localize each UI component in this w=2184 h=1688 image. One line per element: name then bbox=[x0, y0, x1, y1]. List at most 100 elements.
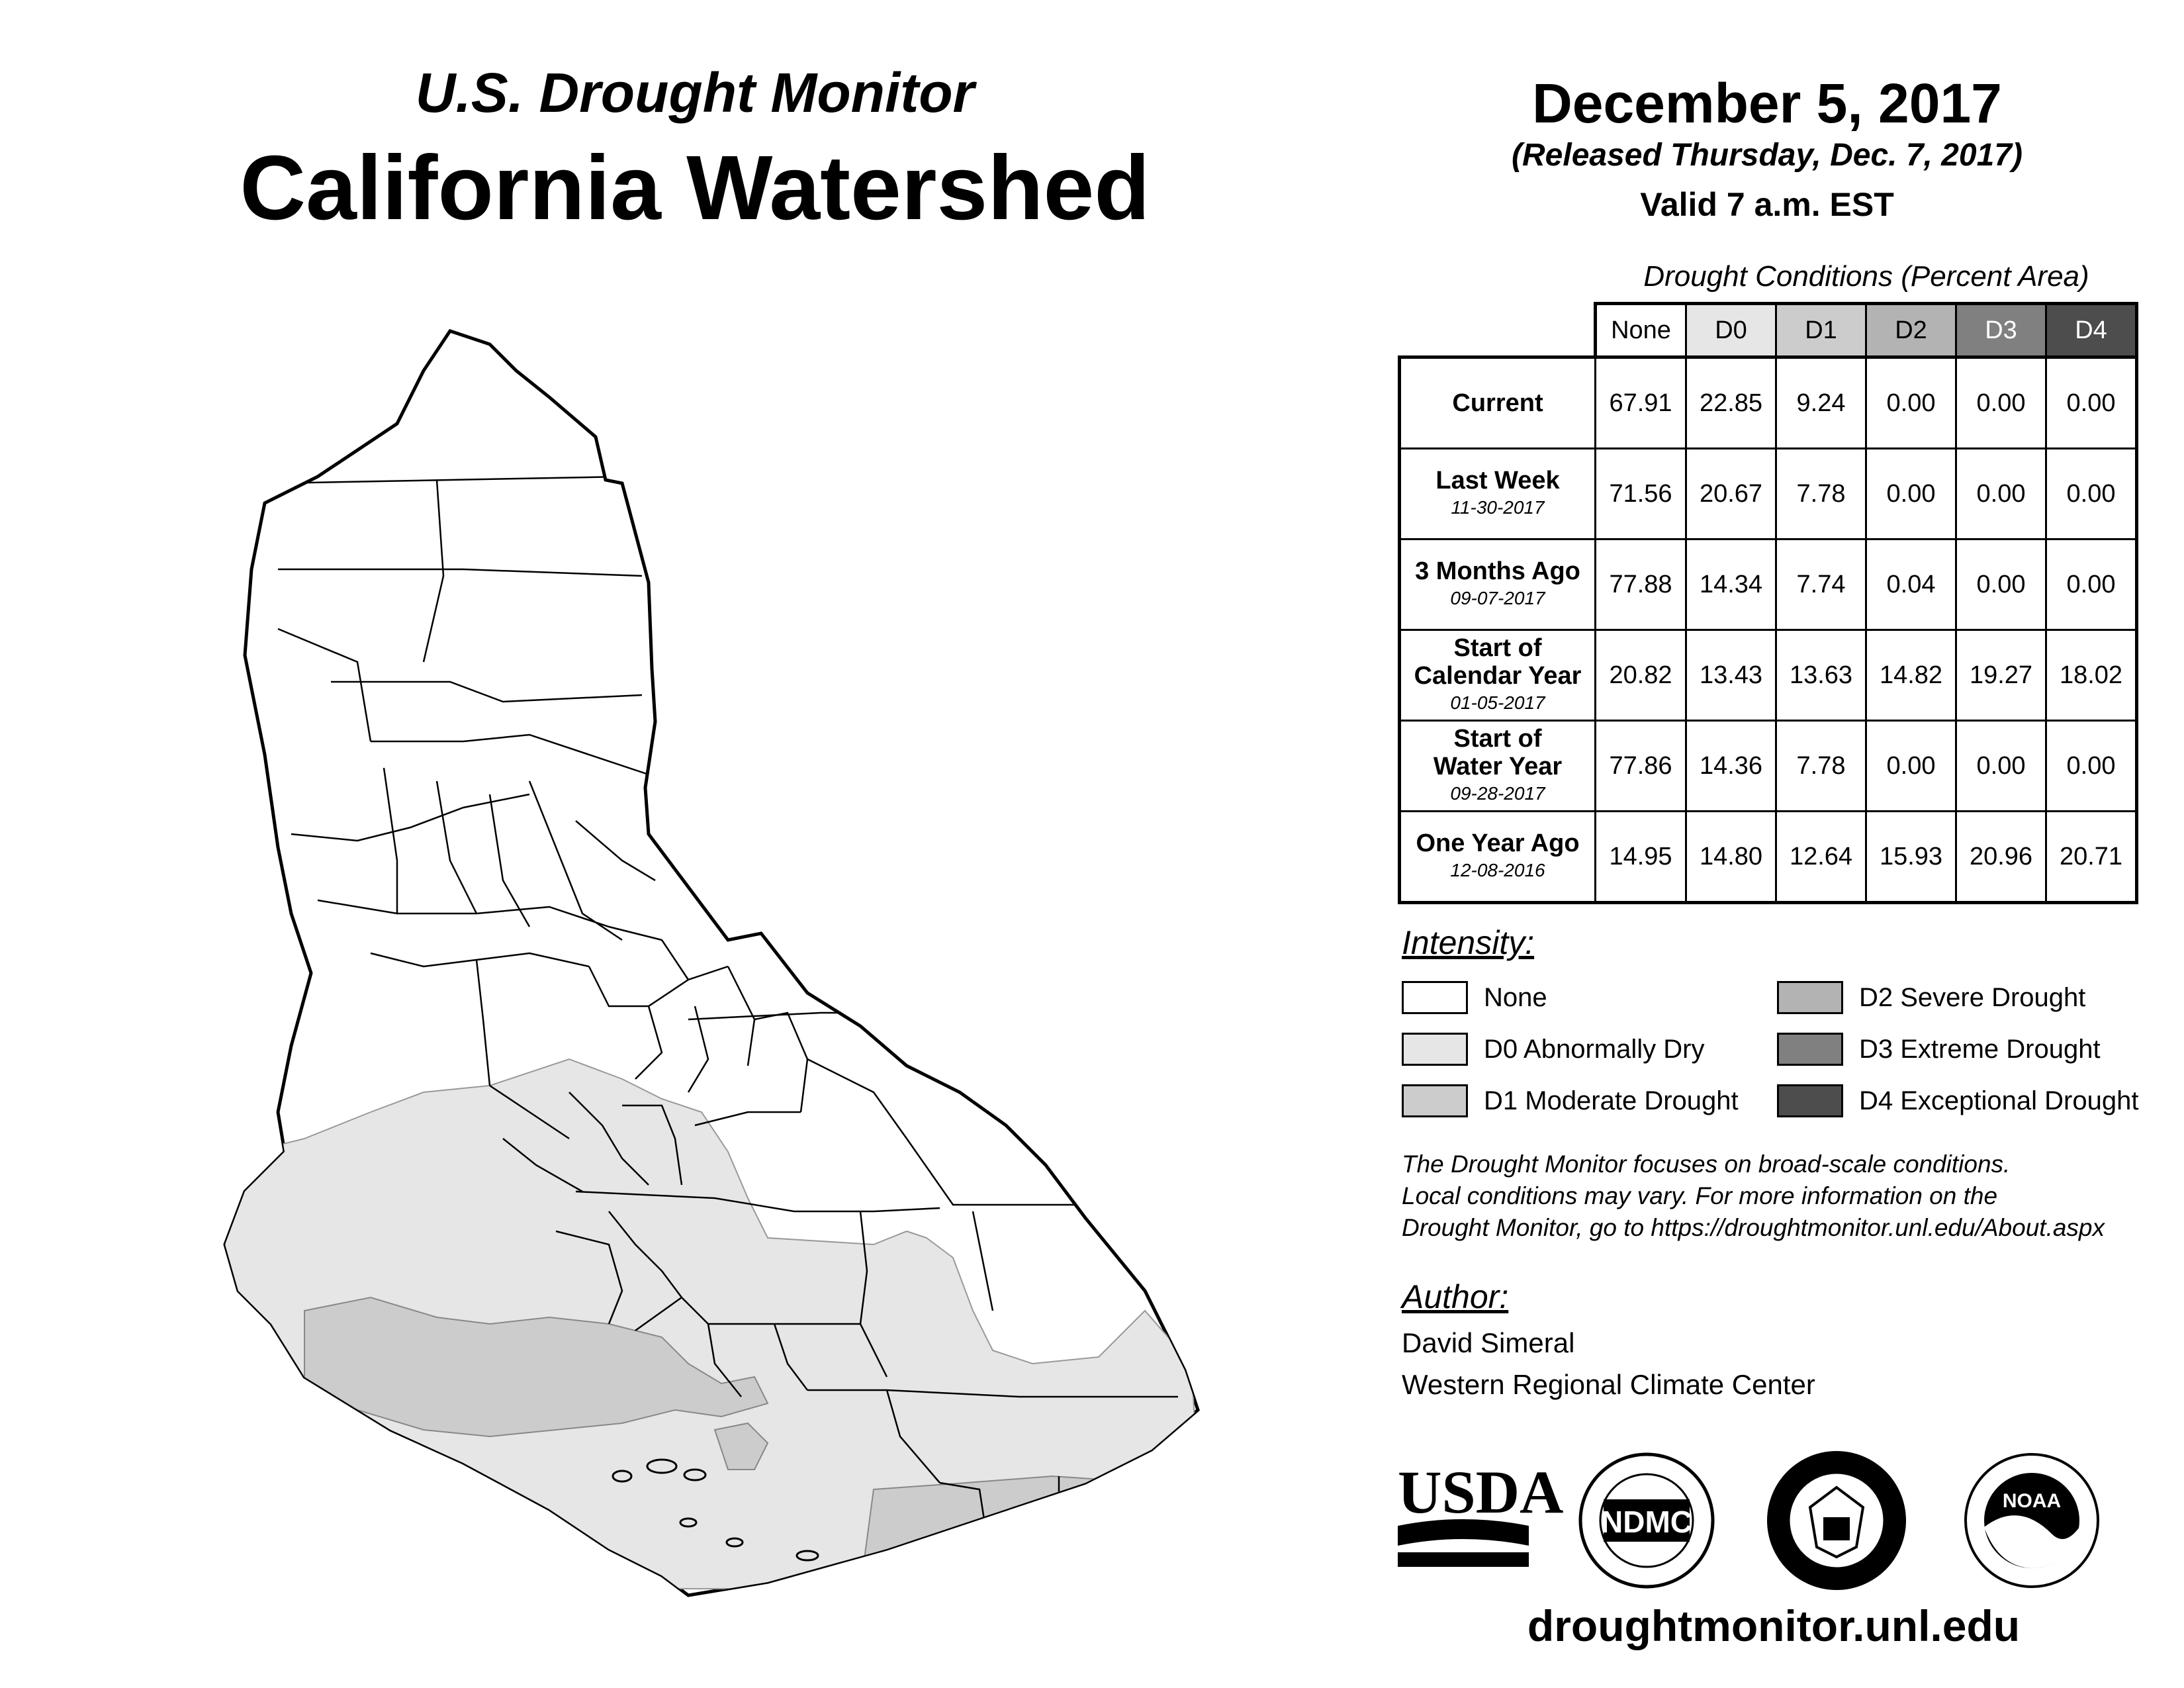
table-row: Start of Calendar Year 01-05-2017 20.82 … bbox=[1398, 629, 2138, 722]
ndmc-logo: NDMC bbox=[1578, 1452, 1715, 1589]
row-label-text: One Year Ago bbox=[1416, 829, 1580, 857]
drought-conditions-table: None D0 D1 D2 D3 D4 Current 67.91 22.85 … bbox=[1398, 302, 2138, 904]
valid-time: Valid 7 a.m. EST bbox=[1640, 186, 1894, 223]
row-label: Last Week 11-30-2017 bbox=[1398, 447, 1596, 540]
legend-swatch bbox=[1777, 1033, 1843, 1066]
noaa-logo: NOAA bbox=[1964, 1453, 2099, 1588]
row-date: 11-30-2017 bbox=[1451, 497, 1545, 518]
legend-swatch bbox=[1402, 981, 1468, 1014]
d1-moderate-drought-area-south bbox=[859, 1475, 1198, 1589]
row-label: Current bbox=[1398, 355, 1596, 449]
website-url: droughtmonitor.unl.edu bbox=[1527, 1601, 2021, 1650]
row-label-text-2: Calendar Year bbox=[1414, 662, 1582, 690]
table-row: 3 Months Ago 09-07-2017 77.88 14.34 7.74… bbox=[1398, 538, 2138, 631]
table-row: One Year Ago 12-08-2016 14.95 14.80 12.6… bbox=[1398, 810, 2138, 904]
legend-swatch bbox=[1777, 1084, 1843, 1117]
legend-swatch bbox=[1402, 1084, 1468, 1117]
row-label-text: Current bbox=[1452, 389, 1543, 417]
cell-d1: 7.78 bbox=[1775, 447, 1867, 540]
legend-item-d2: D2 Severe Drought bbox=[1777, 980, 2085, 1015]
legend-heading: Intensity: bbox=[1402, 924, 1535, 961]
col-header-d4: D4 bbox=[2045, 302, 2138, 358]
cell-d3: 0.00 bbox=[1955, 355, 2047, 449]
cell-d1: 7.74 bbox=[1775, 538, 1867, 631]
col-header-d3: D3 bbox=[1955, 302, 2047, 358]
cell-d4: 0.00 bbox=[2045, 720, 2138, 812]
col-header-d0: D0 bbox=[1685, 302, 1777, 358]
cell-none: 20.82 bbox=[1594, 629, 1687, 722]
table-row: Current 67.91 22.85 9.24 0.00 0.00 0.00 bbox=[1398, 355, 2138, 449]
disclaimer-line: Drought Monitor, go to https://droughtmo… bbox=[1402, 1214, 2105, 1241]
legend-item-d4: D4 Exceptional Drought bbox=[1777, 1083, 2138, 1119]
cell-d0: 14.34 bbox=[1685, 538, 1777, 631]
watershed-boundaries bbox=[277, 475, 1178, 1582]
cell-d2: 15.93 bbox=[1865, 810, 1957, 904]
row-label: Start of Calendar Year 01-05-2017 bbox=[1398, 629, 1596, 722]
cell-none: 77.88 bbox=[1594, 538, 1687, 631]
table-corner bbox=[1399, 303, 1596, 359]
cell-d1: 12.64 bbox=[1775, 810, 1867, 904]
table-row: Start of Water Year 09-28-2017 77.86 14.… bbox=[1398, 720, 2138, 812]
partner-logos: USDA NDMC NOAA bbox=[1398, 1451, 2099, 1590]
row-date: 09-07-2017 bbox=[1450, 588, 1545, 608]
disclaimer-text: The Drought Monitor focuses on broad-sca… bbox=[1402, 1149, 2163, 1244]
row-label-text: Start of bbox=[1453, 634, 1542, 662]
cell-d2: 14.82 bbox=[1865, 629, 1957, 722]
cell-d0: 14.80 bbox=[1685, 810, 1777, 904]
legend-label: D0 Abnormally Dry bbox=[1484, 1034, 1705, 1064]
d1-moderate-drought-area bbox=[304, 1296, 769, 1438]
cell-d3: 0.00 bbox=[1955, 538, 2047, 631]
legend-item-d0: D0 Abnormally Dry bbox=[1402, 1031, 1704, 1067]
row-label-text: Last Week bbox=[1435, 467, 1560, 494]
disclaimer-line: Local conditions may vary. For more info… bbox=[1402, 1182, 1998, 1209]
cell-d2: 0.04 bbox=[1865, 538, 1957, 631]
cell-none: 67.91 bbox=[1594, 355, 1687, 449]
cell-d0: 13.43 bbox=[1685, 629, 1777, 722]
col-header-none: None bbox=[1594, 302, 1687, 358]
california-watershed-map bbox=[223, 329, 1200, 1597]
legend-label: D4 Exceptional Drought bbox=[1859, 1086, 2139, 1115]
cell-d2: 0.00 bbox=[1865, 447, 1957, 540]
map-date: December 5, 2017 bbox=[1532, 72, 2002, 134]
usda-logo: USDA bbox=[1398, 1458, 1563, 1567]
ndmc-logo-text: NDMC bbox=[1601, 1505, 1692, 1539]
legend-label: D3 Extreme Drought bbox=[1859, 1034, 2101, 1064]
row-date: 01-05-2017 bbox=[1450, 692, 1545, 713]
channel-islands bbox=[612, 1458, 819, 1562]
cell-d3: 0.00 bbox=[1955, 720, 2047, 812]
d1-moderate-drought-area-coast bbox=[713, 1422, 769, 1470]
legend-label: D2 Severe Drought bbox=[1859, 982, 2086, 1012]
department-of-commerce-seal bbox=[1767, 1451, 1906, 1590]
legend-item-d3: D3 Extreme Drought bbox=[1777, 1031, 2101, 1067]
cell-none: 77.86 bbox=[1594, 720, 1687, 812]
row-label: Start of Water Year 09-28-2017 bbox=[1398, 720, 1596, 812]
author-heading: Author: bbox=[1402, 1278, 1509, 1315]
legend-item-none: None bbox=[1402, 980, 1547, 1015]
author-org: Western Regional Climate Center bbox=[1402, 1369, 1815, 1400]
row-label-text-2: Water Year bbox=[1433, 753, 1563, 780]
table-caption: Drought Conditions (Percent Area) bbox=[1643, 260, 2089, 293]
legend-swatch bbox=[1402, 1033, 1468, 1066]
cell-d4: 18.02 bbox=[2045, 629, 2138, 722]
release-date: (Released Thursday, Dec. 7, 2017) bbox=[1512, 138, 2023, 173]
legend-item-d1: D1 Moderate Drought bbox=[1402, 1083, 1739, 1119]
cell-d4: 0.00 bbox=[2045, 447, 2138, 540]
legend-label: None bbox=[1484, 982, 1547, 1012]
map-title: California Watershed bbox=[240, 137, 1150, 239]
cell-d1: 7.78 bbox=[1775, 720, 1867, 812]
row-date: 12-08-2016 bbox=[1450, 860, 1545, 880]
row-date: 09-28-2017 bbox=[1450, 783, 1545, 804]
cell-d4: 0.00 bbox=[2045, 538, 2138, 631]
col-header-d1: D1 bbox=[1775, 302, 1867, 358]
legend-swatch bbox=[1777, 981, 1843, 1014]
legend-label: D1 Moderate Drought bbox=[1484, 1086, 1739, 1115]
cell-d3: 20.96 bbox=[1955, 810, 2047, 904]
cell-d2: 0.00 bbox=[1865, 720, 1957, 812]
row-label: 3 Months Ago 09-07-2017 bbox=[1398, 538, 1596, 631]
author-name: David Simeral bbox=[1402, 1327, 1575, 1358]
row-label-text: Start of bbox=[1453, 725, 1542, 753]
usda-logo-text: USDA bbox=[1398, 1458, 1563, 1526]
cell-d3: 19.27 bbox=[1955, 629, 2047, 722]
disclaimer-line: The Drought Monitor focuses on broad-sca… bbox=[1402, 1150, 2011, 1178]
cell-d3: 0.00 bbox=[1955, 447, 2047, 540]
